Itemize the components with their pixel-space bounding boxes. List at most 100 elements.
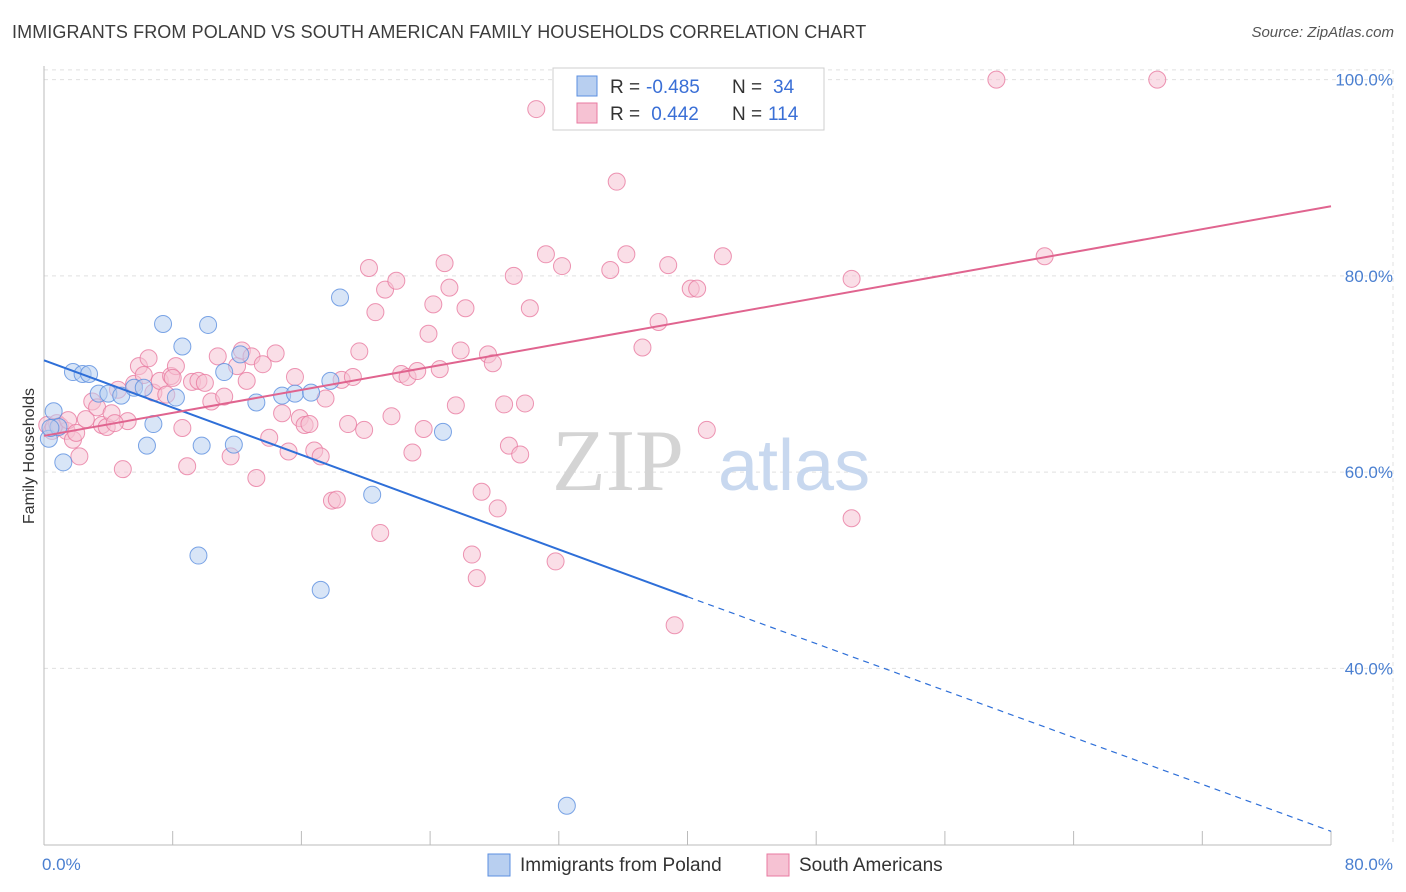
data-points	[38, 70, 1167, 815]
south-american-point-73	[440, 278, 459, 297]
south-american-point-83	[495, 395, 514, 414]
bottom-legend-swatch-poland	[487, 853, 511, 877]
poland-point-21	[224, 435, 243, 454]
south-american-point-106	[987, 70, 1006, 89]
south-american-point-42	[273, 404, 292, 423]
poland-point-32	[557, 796, 576, 815]
south-american-point-96	[633, 338, 652, 357]
y-axis-label: Family Households	[21, 388, 38, 524]
south-american-point-69	[419, 324, 438, 343]
south-american-point-29	[195, 373, 214, 392]
south-american-point-79	[472, 482, 491, 501]
legend-n-label-2: N =	[732, 104, 762, 125]
bottom-legend-label-south-americans: South Americans	[799, 855, 943, 876]
poland-point-19	[199, 315, 218, 334]
grid-lines	[44, 69, 1394, 845]
legend-r-label-1: R =	[610, 77, 640, 98]
bottom-legend-label-poland: Immigrants from Poland	[520, 855, 722, 876]
bottom-legend-swatch-south-americans	[766, 853, 790, 877]
south-american-point-78	[467, 569, 486, 588]
legend-n-label-1: N =	[732, 77, 762, 98]
legend-r-value-2: 0.442	[646, 104, 699, 125]
south-american-point-90	[536, 245, 555, 264]
south-american-point-111	[67, 423, 86, 442]
south-american-point-58	[359, 259, 378, 278]
south-american-point-54	[339, 415, 358, 434]
south-american-point-85	[504, 266, 523, 285]
y-tick-label-60: 60.0%	[1345, 463, 1393, 482]
south-american-point-70	[424, 295, 443, 314]
bottom-legend: Immigrants from Poland South Americans	[487, 853, 943, 877]
source-label: Source: ZipAtlas.com	[1251, 24, 1394, 41]
poland-point-16	[173, 337, 192, 356]
poland-point-30	[363, 485, 382, 504]
south-american-point-104	[842, 269, 861, 288]
south-american-point-105	[842, 509, 861, 528]
x-tick-label-max: 80.0%	[1345, 855, 1393, 874]
south-american-point-62	[382, 407, 401, 426]
poland-point-3	[54, 453, 73, 472]
poland-point-22	[231, 345, 250, 364]
south-american-point-43	[279, 442, 298, 461]
stats-legend: R = -0.485 N = 34 R = 0.442 N = 114	[552, 67, 825, 131]
poland-trend-line	[43, 359, 688, 598]
x-tick-labels: 0.0% 80.0%	[42, 855, 1393, 874]
x-tick-label-min: 0.0%	[42, 855, 81, 874]
watermark-atlas: atlas	[718, 426, 870, 506]
south-american-point-19	[139, 349, 158, 368]
poland-point-15	[166, 388, 185, 407]
poland-point-25	[285, 384, 304, 403]
south-american-point-102	[697, 420, 716, 439]
south-american-point-101	[688, 279, 707, 298]
south-american-point-95	[617, 245, 636, 264]
legend-n-value-2: 114	[768, 104, 799, 125]
south-american-point-26	[178, 457, 197, 476]
south-american-point-66	[403, 443, 422, 462]
legend-swatch-poland	[576, 75, 598, 97]
south-american-point-75	[451, 341, 470, 360]
south-american-point-60	[371, 523, 390, 542]
south-american-point-77	[462, 545, 481, 564]
south-american-point-38	[247, 469, 266, 488]
south-american-point-32	[215, 387, 234, 406]
south-american-point-55	[343, 367, 362, 386]
poland-point-17	[189, 546, 208, 565]
south-american-point-99	[665, 616, 684, 635]
poland-point-33	[41, 418, 60, 437]
poland-point-29	[331, 288, 350, 307]
south-american-point-76	[456, 299, 475, 318]
south-american-point-113	[163, 368, 182, 387]
south-american-point-68	[414, 419, 433, 438]
south-american-point-108	[1148, 70, 1167, 89]
south-american-point-36	[237, 371, 256, 390]
south-american-point-47	[300, 415, 319, 434]
poland-point-12	[137, 436, 156, 455]
poland-point-27	[311, 580, 330, 599]
watermark-zip: ZIP	[552, 413, 684, 510]
south-american-point-41	[266, 344, 285, 363]
south-american-point-59	[366, 303, 385, 322]
axes	[43, 66, 1332, 846]
legend-n-value-1: 34	[773, 77, 795, 98]
trend-lines	[43, 205, 1332, 832]
south-american-point-63	[387, 271, 406, 290]
south-american-point-103	[713, 247, 732, 266]
south-american-point-25	[173, 418, 192, 437]
south-american-point-56	[350, 342, 369, 361]
south-american-point-88	[520, 299, 539, 318]
south-american-point-82	[488, 499, 507, 518]
legend-r-value-1: -0.485	[646, 77, 700, 98]
south-american-point-39	[253, 355, 272, 374]
south-american-point-93	[601, 260, 620, 279]
south-american-point-6	[70, 447, 89, 466]
y-tick-label-40: 40.0%	[1345, 659, 1393, 678]
poland-point-1	[44, 402, 63, 421]
south-american-point-92	[553, 257, 572, 276]
poland-point-28	[321, 371, 340, 390]
poland-point-18	[192, 436, 211, 455]
legend-r-label-2: R =	[610, 104, 640, 125]
y-tick-label-80: 80.0%	[1345, 267, 1393, 286]
south-american-point-89	[527, 100, 546, 119]
y-tick-labels: 40.0% 60.0% 80.0% 100.0%	[1335, 71, 1393, 679]
